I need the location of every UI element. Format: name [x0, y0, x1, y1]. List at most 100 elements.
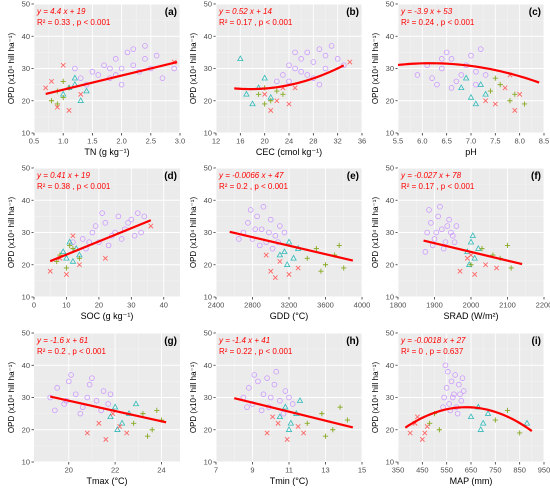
y-tick-label: 40 [386, 32, 394, 41]
data-point-triangle [249, 100, 256, 107]
data-point-circle [316, 81, 323, 88]
data-point-circle [422, 249, 429, 255]
data-point-circle [322, 65, 329, 72]
data-point-circle [482, 72, 489, 78]
data-point-triangle [69, 257, 77, 264]
data-point-triangle [283, 261, 291, 267]
x-tick-label: 24 [285, 137, 293, 146]
data-point-cross [424, 424, 430, 430]
data-point-circle [102, 220, 109, 226]
data-point-triangle [132, 400, 140, 407]
y-tick-label: 40 [386, 361, 394, 370]
y-tick-label: 10 [22, 293, 30, 302]
data-point-cross [502, 85, 508, 91]
y-axis-title: OPD (x10⁴ hill ha⁻¹) [371, 33, 380, 105]
data-point-plus [322, 433, 329, 439]
data-point-circle [282, 388, 289, 394]
data-point-circle [453, 78, 460, 85]
data-point-circle [468, 52, 474, 59]
x-tick-label: 3600 [317, 301, 334, 310]
data-point-circle [438, 226, 445, 233]
data-point-circle [86, 381, 93, 388]
data-point-plus [262, 101, 268, 107]
y-tick-label: 50 [22, 164, 30, 173]
y-tick-label: 30 [22, 64, 30, 73]
x-tick-label: 36 [358, 137, 366, 146]
data-point-circle [277, 223, 283, 229]
data-point-circle [438, 65, 445, 72]
series-cross [263, 252, 301, 281]
data-point-circle [452, 372, 458, 378]
x-tick-label: 450 [416, 466, 429, 475]
data-point-circle [328, 43, 335, 49]
data-point-plus [304, 255, 310, 261]
data-point-circle [135, 210, 141, 216]
data-point-triangle [479, 419, 487, 426]
x-tick-label: 2400 [208, 301, 225, 310]
data-point-triangle [462, 74, 470, 81]
y-tick-label: 30 [386, 228, 394, 237]
data-point-circle [105, 242, 112, 249]
y-tick-label: 10 [386, 458, 394, 467]
data-point-circle [445, 368, 451, 375]
data-point-circle [93, 397, 100, 404]
data-point-cross [70, 233, 76, 239]
data-point-circle [245, 220, 251, 226]
data-point-cross [492, 101, 498, 107]
data-point-circle [92, 223, 99, 229]
y-tick-label: 40 [22, 361, 30, 370]
data-point-cross [483, 262, 489, 268]
data-point-cross [472, 271, 478, 277]
data-point-triangle [523, 419, 531, 426]
data-point-plus [512, 91, 518, 97]
data-point-circle [435, 213, 441, 220]
data-point-circle [101, 62, 107, 69]
x-axis-title: SRAD (W/m²) [444, 311, 499, 321]
y-tick-label: 50 [386, 329, 394, 338]
y-tick-label: 50 [22, 0, 30, 9]
panel-g: 10 20 30 40 50 20 22 24 y = -1.6 x + 61 R² = 0.2 … [7, 329, 180, 486]
data-point-triangle [237, 55, 244, 62]
data-point-plus [60, 78, 66, 84]
data-point-circle [159, 75, 166, 81]
x-tick-label: 16 [236, 137, 244, 146]
data-point-circle [107, 391, 114, 398]
y-tick-label: 20 [22, 425, 30, 434]
data-point-cross [277, 259, 283, 265]
data-point-circle [443, 385, 450, 391]
data-point-cross [512, 107, 518, 113]
data-point-cross [47, 268, 53, 274]
data-point-plus [427, 420, 433, 426]
y-axis-title: OPD (x10⁴ hill ha⁻¹) [371, 362, 380, 434]
x-tick-label: 22 [111, 466, 119, 475]
y-tick-label: 10 [386, 129, 394, 138]
series-triangle [276, 397, 304, 432]
data-point-cross [292, 85, 298, 91]
x-tick-label: 550 [440, 466, 453, 475]
data-point-triangle [107, 413, 114, 420]
data-point-triangle [114, 426, 121, 432]
x-tick-label: 2.0 [116, 137, 126, 146]
data-point-circle [124, 49, 131, 56]
data-point-triangle [484, 410, 492, 416]
data-point-plus [492, 75, 498, 81]
data-point-circle [426, 207, 432, 213]
data-point-circle [437, 203, 443, 210]
regression-stats: R² = 0.22 , p < 0.001 [219, 347, 293, 356]
regression-equation: y = -0.0066 x + 47 [218, 171, 284, 180]
data-point-circle [52, 407, 58, 414]
x-tick-label: 12 [212, 137, 220, 146]
data-point-circle [247, 207, 254, 213]
data-point-cross [483, 98, 489, 104]
data-point-circle [429, 75, 435, 81]
data-point-plus [479, 246, 485, 252]
data-point-plus [507, 98, 513, 104]
data-point-circle [236, 236, 242, 242]
y-tick-label: 20 [204, 425, 212, 434]
x-tick-label: 2800 [244, 301, 261, 310]
data-point-cross [295, 265, 301, 271]
data-point-circle [477, 46, 484, 52]
data-point-triangle [63, 254, 70, 261]
data-point-circle [458, 397, 465, 404]
data-point-circle [292, 49, 298, 56]
